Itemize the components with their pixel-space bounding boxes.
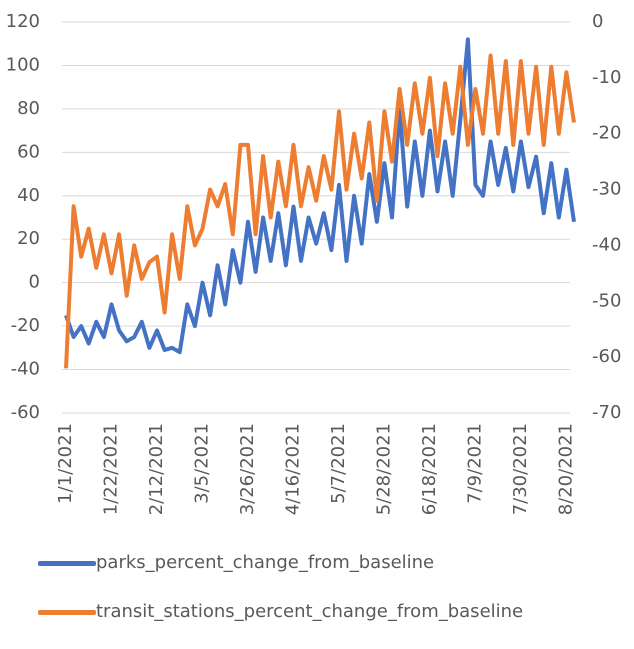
y-tick-label: -60 bbox=[11, 402, 40, 423]
x-tick-label: 7/30/2021 bbox=[510, 423, 531, 515]
legend-swatch bbox=[38, 610, 96, 615]
legend-label: transit_stations_percent_change_from_bas… bbox=[96, 601, 524, 622]
y-tick-label: 120 bbox=[6, 11, 40, 32]
y2-tick-label: -70 bbox=[592, 402, 621, 423]
x-tick-label: 2/12/2021 bbox=[146, 423, 167, 515]
y2-tick-label: -10 bbox=[592, 67, 621, 88]
legend-swatch bbox=[38, 561, 96, 566]
y2-tick-label: -20 bbox=[592, 123, 621, 144]
y-tick-label: 0 bbox=[29, 272, 40, 293]
legend-label: parks_percent_change_from_baseline bbox=[96, 552, 435, 573]
x-tick-label: 3/26/2021 bbox=[237, 423, 258, 515]
y-tick-label: 60 bbox=[17, 141, 40, 162]
x-tick-label: 1/1/2021 bbox=[55, 423, 76, 504]
x-tick-label: 6/18/2021 bbox=[419, 423, 440, 515]
y2-tick-label: -40 bbox=[592, 234, 621, 255]
x-tick-label: 5/28/2021 bbox=[373, 423, 394, 515]
legend-entry: transit_stations_percent_change_from_bas… bbox=[38, 600, 634, 624]
y-tick-label: 40 bbox=[17, 185, 40, 206]
y-tick-label: 20 bbox=[17, 228, 40, 249]
x-tick-label: 4/16/2021 bbox=[282, 423, 303, 515]
x-tick-label: 7/9/2021 bbox=[464, 423, 485, 504]
series-line bbox=[64, 37, 576, 355]
x-tick-label: 3/5/2021 bbox=[191, 423, 212, 504]
y-tick-label: -40 bbox=[11, 359, 40, 380]
y2-tick-label: 0 bbox=[592, 11, 603, 32]
y2-tick-label: -30 bbox=[592, 179, 621, 200]
x-tick-label: 1/22/2021 bbox=[100, 423, 121, 515]
chart: -60 -40 -20 0 20 40 60 80 100 120 -70 -60 -50 -40 -30 -… bbox=[6, 11, 622, 515]
series-line bbox=[64, 53, 576, 369]
x-tick-label: 5/7/2021 bbox=[328, 423, 349, 504]
y2-tick-label: -50 bbox=[592, 290, 621, 311]
y2-tick-label: -60 bbox=[592, 346, 621, 367]
y-tick-label: -20 bbox=[11, 315, 40, 336]
x-tick-label: 8/20/2021 bbox=[555, 423, 576, 515]
y-tick-label: 80 bbox=[17, 98, 40, 119]
y-tick-label: 100 bbox=[6, 54, 40, 75]
legend-entry: parks_percent_change_from_baseline bbox=[38, 551, 634, 575]
